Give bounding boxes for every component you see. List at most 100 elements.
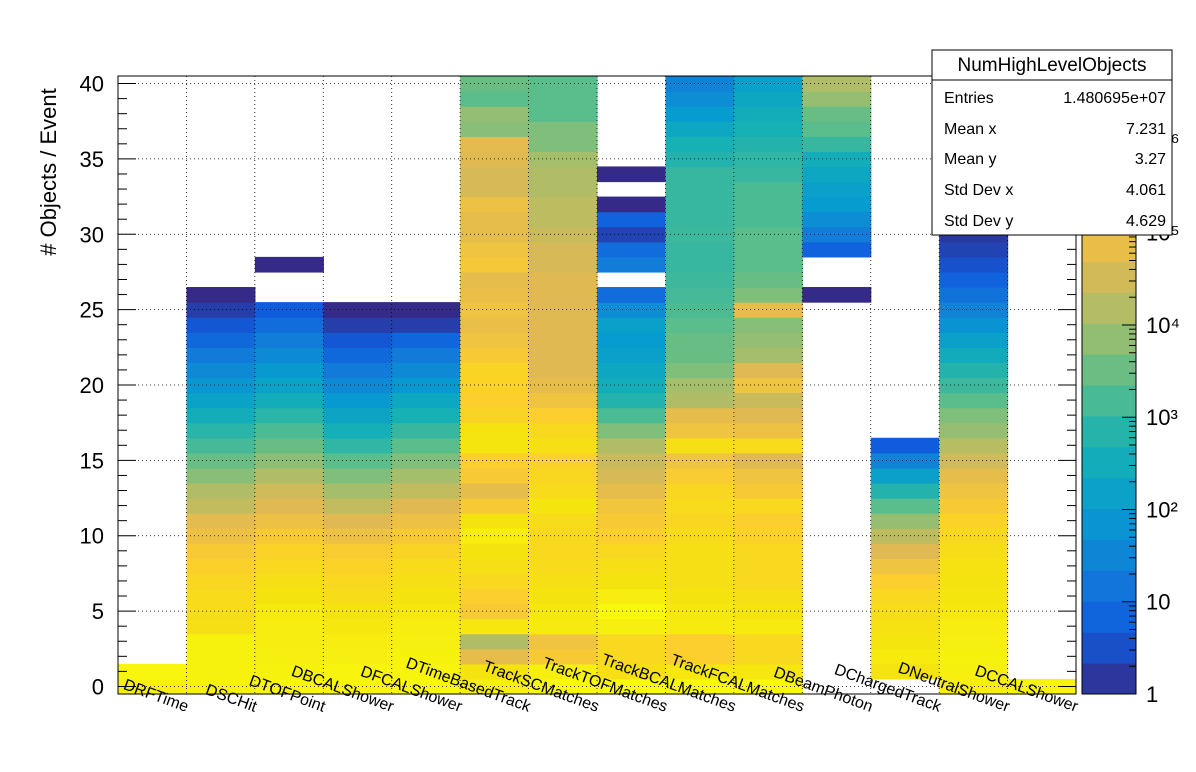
heatmap-cell bbox=[733, 76, 803, 92]
heatmap-cell bbox=[460, 482, 530, 499]
stats-value-mean-y: 3.27 bbox=[1135, 151, 1166, 168]
heatmap-cell bbox=[665, 603, 735, 620]
heatmap-cell bbox=[665, 678, 735, 695]
heatmap-cell bbox=[460, 317, 530, 333]
heatmap-cell bbox=[323, 543, 393, 559]
heatmap-cell bbox=[733, 121, 803, 137]
heatmap-cell bbox=[460, 181, 530, 198]
palette-label: 10² bbox=[1146, 497, 1178, 522]
heatmap-cell bbox=[528, 437, 598, 454]
heatmap-cell bbox=[665, 633, 735, 650]
heatmap-cell bbox=[391, 663, 461, 680]
heatmap-cell bbox=[665, 528, 735, 544]
heatmap-cell bbox=[391, 437, 461, 454]
heatmap-cell bbox=[391, 648, 461, 665]
heatmap-cell bbox=[939, 588, 1009, 605]
heatmap-cell bbox=[460, 91, 530, 107]
heatmap-cell bbox=[939, 302, 1009, 318]
heatmap-cell bbox=[665, 317, 735, 333]
stats-box: NumHighLevelObjects Entries 1.480695e+07… bbox=[931, 49, 1173, 236]
heatmap-cell bbox=[733, 422, 803, 439]
heatmap-cell bbox=[528, 76, 598, 92]
heatmap-cell bbox=[460, 633, 530, 650]
heatmap-cell bbox=[391, 347, 461, 363]
heatmap-cell bbox=[323, 482, 393, 499]
heatmap-cell bbox=[597, 663, 667, 680]
heatmap-cell bbox=[733, 558, 803, 575]
heatmap-cell bbox=[870, 528, 940, 544]
heatmap-cell bbox=[802, 241, 872, 258]
heatmap-cell bbox=[665, 437, 735, 454]
heatmap-cell bbox=[733, 302, 803, 318]
heatmap-cell bbox=[528, 452, 598, 469]
heatmap-cell bbox=[254, 618, 324, 635]
heatmap-cell bbox=[323, 452, 393, 469]
y-tick-label: 0 bbox=[92, 674, 104, 699]
heatmap-cell bbox=[254, 528, 324, 544]
heatmap-cell bbox=[460, 573, 530, 590]
heatmap-cell bbox=[528, 377, 598, 394]
heatmap-cell bbox=[186, 452, 256, 469]
heatmap-cell bbox=[186, 513, 256, 529]
heatmap-cell bbox=[733, 181, 803, 198]
heatmap-cell bbox=[802, 76, 872, 92]
heatmap-cell bbox=[597, 528, 667, 544]
heatmap-cell bbox=[391, 317, 461, 333]
palette-band bbox=[1082, 261, 1136, 293]
palette-band bbox=[1082, 570, 1136, 602]
heatmap-cell bbox=[254, 633, 324, 650]
heatmap-cell bbox=[665, 121, 735, 137]
heatmap-cell bbox=[254, 437, 324, 454]
heatmap-cell bbox=[665, 287, 735, 303]
heatmap-cell bbox=[870, 513, 940, 529]
heatmap-cell bbox=[597, 211, 667, 228]
heatmap-cell bbox=[528, 648, 598, 665]
heatmap-cell bbox=[528, 633, 598, 650]
heatmap-cell bbox=[870, 603, 940, 620]
heatmap-cell bbox=[254, 452, 324, 469]
heatmap-cell bbox=[939, 678, 1009, 695]
heatmap-cell bbox=[733, 362, 803, 379]
heatmap-cell bbox=[597, 558, 667, 575]
palette-band bbox=[1082, 323, 1136, 355]
heatmap-cell bbox=[323, 603, 393, 620]
heatmap-cell bbox=[254, 558, 324, 575]
heatmap-cell bbox=[597, 573, 667, 590]
heatmap-cell bbox=[733, 678, 803, 695]
heatmap-cell bbox=[802, 226, 872, 243]
heatmap-cell bbox=[870, 498, 940, 514]
heatmap-cell bbox=[870, 437, 940, 454]
heatmap-cell bbox=[733, 226, 803, 243]
heatmap-cell bbox=[528, 603, 598, 620]
palette-band bbox=[1082, 601, 1136, 633]
heatmap-cell bbox=[528, 588, 598, 605]
heatmap-cell bbox=[597, 166, 667, 183]
heatmap-cell bbox=[597, 332, 667, 348]
heatmap-cell bbox=[939, 543, 1009, 559]
heatmap-cell bbox=[391, 498, 461, 514]
heatmap-cell bbox=[597, 241, 667, 258]
heatmap-cell bbox=[528, 543, 598, 559]
heatmap-cell bbox=[870, 558, 940, 575]
heatmap-cell bbox=[597, 618, 667, 635]
heatmap-cell bbox=[460, 437, 530, 454]
y-tick-label: 10 bbox=[80, 524, 104, 549]
heatmap-cell bbox=[870, 543, 940, 559]
palette-label: 10³ bbox=[1146, 405, 1178, 430]
heatmap-cell bbox=[186, 588, 256, 605]
heatmap-cell bbox=[733, 332, 803, 348]
y-tick-label: 20 bbox=[80, 373, 104, 398]
heatmap-cell bbox=[254, 256, 324, 273]
heatmap-cell bbox=[460, 136, 530, 152]
heatmap-cell bbox=[391, 558, 461, 575]
heatmap-cell bbox=[323, 498, 393, 514]
heatmap-cell bbox=[460, 543, 530, 559]
heatmap-cell bbox=[323, 422, 393, 439]
palette-band bbox=[1082, 230, 1136, 262]
heatmap-cell bbox=[733, 603, 803, 620]
heatmap-cell bbox=[460, 211, 530, 228]
heatmap-cell bbox=[665, 362, 735, 379]
heatmap-cell bbox=[118, 663, 188, 680]
heatmap-cell bbox=[323, 407, 393, 424]
heatmap-cell bbox=[391, 332, 461, 348]
